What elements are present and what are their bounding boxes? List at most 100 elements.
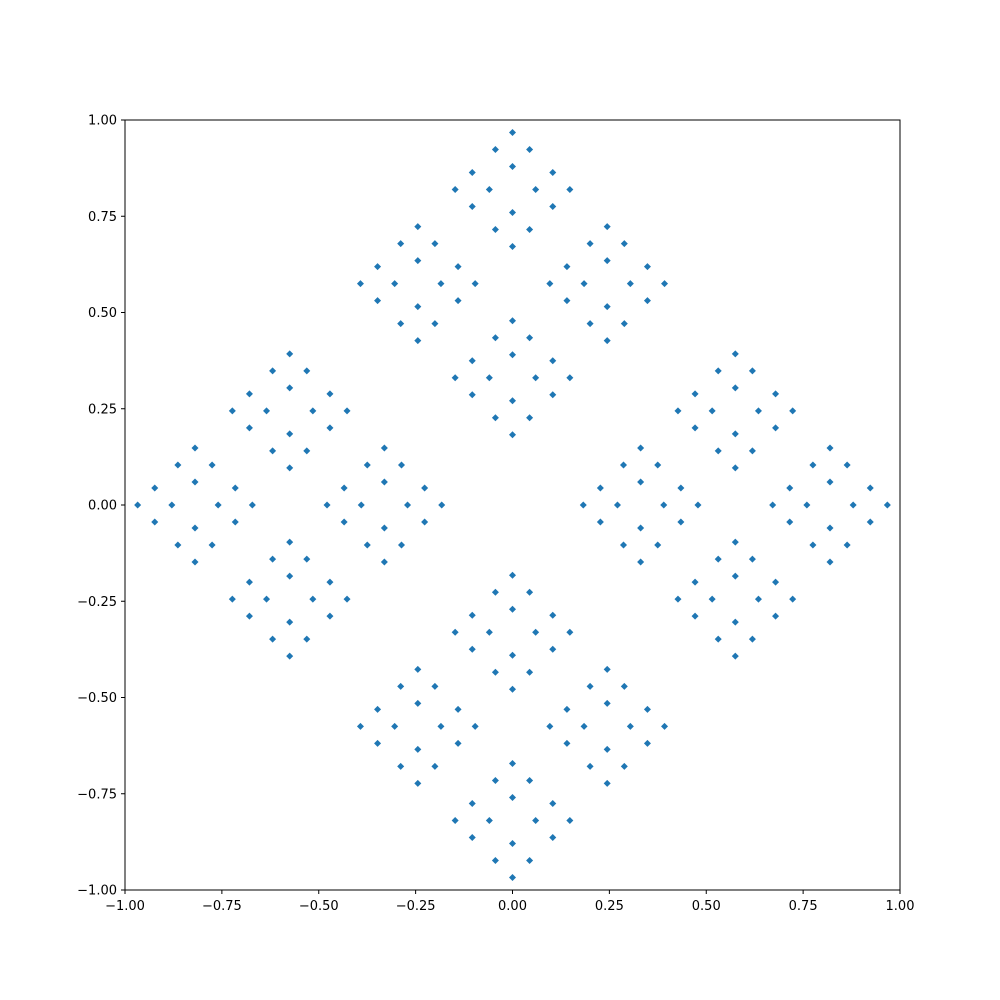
data-point bbox=[363, 541, 371, 549]
x-tick-label: 0.25 bbox=[595, 899, 624, 914]
data-point bbox=[286, 430, 294, 438]
data-point bbox=[546, 722, 554, 730]
data-point bbox=[509, 317, 516, 325]
data-point bbox=[269, 555, 277, 563]
data-point bbox=[532, 374, 540, 382]
data-point bbox=[509, 397, 516, 405]
data-point bbox=[772, 390, 780, 398]
data-point bbox=[431, 682, 439, 690]
data-point bbox=[714, 367, 722, 375]
data-point bbox=[748, 447, 756, 455]
data-point bbox=[748, 555, 756, 563]
data-point bbox=[731, 538, 739, 546]
data-point bbox=[596, 518, 604, 526]
data-point bbox=[563, 263, 571, 271]
data-point bbox=[549, 799, 557, 807]
data-point bbox=[691, 424, 699, 432]
data-point bbox=[586, 762, 594, 770]
data-point bbox=[509, 129, 516, 137]
data-point bbox=[620, 240, 628, 248]
data-point bbox=[397, 762, 405, 770]
data-point bbox=[626, 280, 634, 288]
data-point bbox=[414, 745, 422, 753]
data-point bbox=[603, 779, 611, 787]
data-point bbox=[579, 501, 587, 509]
data-point bbox=[883, 501, 891, 509]
data-point bbox=[286, 572, 294, 580]
data-point bbox=[380, 558, 388, 566]
data-point bbox=[643, 263, 651, 271]
data-point bbox=[468, 391, 476, 399]
data-point bbox=[620, 762, 628, 770]
x-tick-label: 0.00 bbox=[498, 899, 527, 914]
data-point bbox=[391, 280, 399, 288]
data-point bbox=[491, 226, 499, 234]
data-point bbox=[603, 223, 611, 231]
x-tick-label: −0.25 bbox=[396, 899, 436, 914]
data-point bbox=[786, 518, 794, 526]
data-point bbox=[269, 447, 277, 455]
data-point bbox=[431, 240, 439, 248]
data-point bbox=[174, 541, 182, 549]
data-point bbox=[363, 461, 371, 469]
data-point bbox=[731, 430, 739, 438]
data-point bbox=[191, 524, 199, 532]
data-point bbox=[468, 203, 476, 211]
data-point bbox=[526, 414, 534, 422]
y-tick-label: 0.25 bbox=[88, 402, 117, 417]
data-point bbox=[731, 572, 739, 580]
data-point bbox=[485, 816, 493, 824]
data-point bbox=[245, 612, 253, 620]
data-point bbox=[380, 478, 388, 486]
data-point bbox=[603, 745, 611, 753]
data-point bbox=[245, 578, 253, 586]
data-point bbox=[603, 699, 611, 707]
data-point bbox=[660, 501, 668, 509]
data-point bbox=[674, 407, 682, 415]
data-point bbox=[654, 541, 662, 549]
data-point bbox=[451, 628, 459, 636]
data-point bbox=[708, 407, 716, 415]
data-point bbox=[326, 424, 334, 432]
data-point bbox=[772, 612, 780, 620]
data-point bbox=[286, 618, 294, 626]
data-point bbox=[580, 722, 588, 730]
data-point bbox=[231, 484, 239, 492]
x-tick-label: 0.50 bbox=[692, 899, 721, 914]
data-point bbox=[509, 571, 516, 579]
data-point bbox=[809, 541, 817, 549]
data-point bbox=[471, 722, 479, 730]
data-point bbox=[228, 407, 236, 415]
data-point bbox=[532, 816, 540, 824]
data-point bbox=[566, 186, 574, 194]
data-point bbox=[866, 484, 874, 492]
data-point bbox=[748, 367, 756, 375]
data-point bbox=[356, 722, 364, 730]
data-point bbox=[691, 390, 699, 398]
data-point bbox=[789, 595, 797, 603]
data-point bbox=[532, 628, 540, 636]
data-point bbox=[509, 839, 516, 847]
data-point bbox=[454, 705, 462, 713]
data-point bbox=[343, 595, 351, 603]
data-point bbox=[694, 501, 702, 509]
data-point bbox=[714, 555, 722, 563]
data-point bbox=[414, 665, 422, 673]
data-point bbox=[151, 518, 159, 526]
data-point bbox=[303, 635, 311, 643]
data-point bbox=[174, 461, 182, 469]
data-point bbox=[208, 541, 216, 549]
data-point bbox=[491, 856, 499, 864]
data-point bbox=[414, 779, 422, 787]
data-point bbox=[245, 390, 253, 398]
data-point bbox=[526, 668, 534, 676]
data-point bbox=[526, 334, 534, 342]
data-point bbox=[826, 558, 834, 566]
data-point bbox=[731, 618, 739, 626]
data-point bbox=[491, 776, 499, 784]
data-point bbox=[485, 186, 493, 194]
data-point bbox=[563, 739, 571, 747]
data-point bbox=[303, 447, 311, 455]
data-point bbox=[231, 518, 239, 526]
data-point bbox=[326, 390, 334, 398]
